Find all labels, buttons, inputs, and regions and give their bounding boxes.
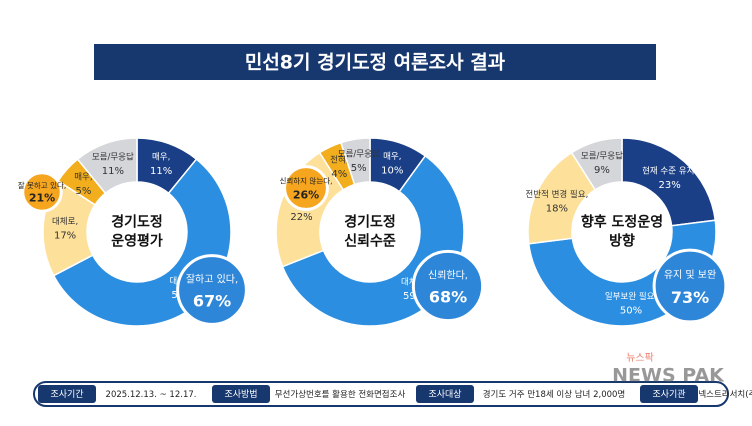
summary-circle [411,249,485,323]
segment-label: 모름/무응답 [338,148,380,159]
footer-label-box [416,385,474,403]
footer-label: 조사기간 [50,389,83,400]
segment-value: 23% [658,180,680,191]
summary-label: 신뢰하지 않는다, [279,176,332,186]
summary-label: 유지 및 보완 [664,269,716,281]
center-label: 향후 도정운영 [581,214,663,231]
footer-label-box [212,385,270,403]
watermark: 뉴스팍 [626,352,654,364]
footer-label: 조사대상 [428,389,461,400]
segment-label: 일부보완 필요, [605,291,657,302]
summary-label: 잘하고 있다, [186,273,238,286]
footer-label-box [38,385,96,403]
center-label: 방향 [609,233,635,250]
footer-text: 무선가상번호를 활용한 전화면접조사 [275,389,406,400]
center-label: 경기도정 [111,214,163,231]
footer-text: 경기도 거주 만18세 이상 남녀 2,000명 [483,389,626,400]
segment-label: 전반적 변경 필요, [525,189,588,200]
segment-label: 모름/무응답 [92,152,134,163]
summary-label: 잘 못하고 있다, [18,180,67,190]
donut-segment [340,137,371,186]
center-label: 신뢰수준 [344,234,396,250]
segment-value: 50% [620,305,642,316]
center-label: 경기도정 [344,214,396,231]
footer-text: 넥스트리서치(주) [698,389,752,400]
title-bar [94,44,656,80]
summary-value: 68% [429,288,467,307]
footer-label: 조사방법 [224,389,257,400]
segment-value: 5% [75,186,91,197]
summary-circle [652,248,728,324]
footer-label-box [640,385,698,403]
watermark: NEWS PAK [612,365,725,387]
segment-value: 11% [102,166,124,177]
footer-bar [33,381,729,407]
title: 민선8기 경기도정 여론조사 결과 [245,52,506,74]
segment-label: 매우, [74,172,92,182]
summary-value: 73% [671,288,709,307]
summary-value: 67% [193,292,231,311]
footer-label: 조사기관 [652,389,685,400]
footer-text: 2025.12.13. ~ 12.17. [106,390,197,400]
center-label: 운영평가 [111,233,163,250]
segment-label: 전혀, [330,154,348,165]
summary-value: 21% [29,192,55,205]
summary-value: 26% [293,188,319,201]
segment-label: 매우, [383,152,401,162]
summary-circle [283,165,329,211]
donut-segment [570,137,623,191]
summary-label: 신뢰한다, [428,270,468,282]
donut-segment [76,137,138,195]
segment-label: 모름/무응답 [581,150,623,161]
segment-label: 대체로, [52,216,78,227]
segment-value: 4% [331,169,347,180]
segment-value: 9% [594,165,610,176]
segment-value: 22% [290,212,312,223]
segment-label: 매우, [152,153,170,163]
segment-value: 18% [546,203,568,214]
segment-value: 17% [54,231,76,242]
summary-circle [21,171,63,213]
segment-value: 10% [381,166,403,177]
segment-value: 11% [150,166,172,177]
segment-value: 5% [351,163,367,174]
segment-label: 현재 수준 유지, [642,166,697,176]
summary-circle [176,254,248,326]
